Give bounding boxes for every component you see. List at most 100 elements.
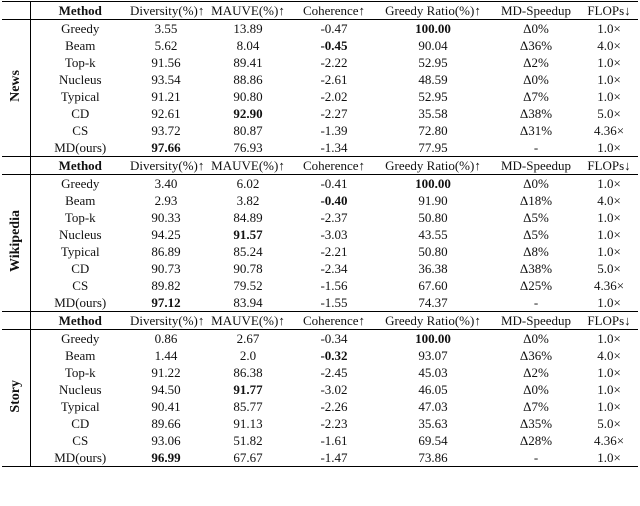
value-cell: 100.00	[415, 176, 451, 191]
value-cell: 50.80	[418, 244, 448, 259]
section-label-text: Story	[8, 379, 24, 413]
value-cell: 47.03	[418, 399, 448, 414]
data-row: Top-k 91.56 89.41 -2.22 52.95 Δ2% 1.0×	[2, 54, 638, 71]
value-cell: 100.00	[415, 331, 451, 346]
value-cell: 69.54	[418, 433, 448, 448]
header-cell: MD-Speedup	[492, 156, 580, 175]
section-label: Wikipedia	[2, 174, 31, 312]
method-cell: Top-k	[64, 55, 96, 70]
value-cell: -1.55	[320, 295, 348, 310]
method-cell: Nucleus	[58, 227, 102, 242]
header-cell: Greedy Ratio(%)↑	[374, 156, 492, 175]
data-row: Wikipedia Greedy 3.40 6.02 -0.41 100.00 Δ0% 1.0…	[2, 174, 638, 312]
data-row: Typical 90.41 85.77 -2.26 47.03 Δ7% 1.0×	[2, 398, 638, 415]
value-cell: -2.61	[320, 72, 348, 87]
value-cell: 2.67	[236, 331, 260, 346]
header-cell: Diversity(%)↑	[130, 311, 205, 330]
value-cell: 35.63	[418, 416, 448, 431]
value-cell: 91.22	[151, 365, 181, 380]
value-cell: 91.13	[233, 416, 263, 431]
value-cell: 93.72	[151, 123, 181, 138]
value-cell: 4.36×	[593, 433, 625, 448]
data-row: MD(ours) 97.66 76.93 -1.34 77.95 - 1.0×	[2, 139, 638, 157]
value-cell: 77.95	[418, 140, 448, 155]
header-cell: FLOPs↓	[580, 156, 638, 175]
value-cell: -1.39	[320, 123, 348, 138]
value-cell: 1.0×	[597, 382, 621, 397]
value-cell: Δ7%	[523, 399, 549, 414]
header-cell: Coherence↑	[294, 156, 374, 175]
header-cell: MD-Speedup	[492, 1, 580, 20]
value-cell: 1.0×	[597, 210, 621, 225]
value-cell: 88.86	[233, 72, 263, 87]
value-cell: 4.36×	[593, 278, 625, 293]
value-cell: 1.0×	[597, 227, 621, 242]
value-cell: Δ38%	[519, 106, 553, 121]
value-cell: 92.90	[233, 106, 263, 121]
value-cell: Δ0%	[523, 176, 549, 191]
results-table: Method Diversity(%)↑ MAUVE(%)↑ Coherence↑ Gr…	[2, 1, 638, 467]
method-cell: Beam	[65, 348, 96, 363]
value-cell: Δ8%	[523, 244, 549, 259]
value-cell: 1.0×	[597, 55, 621, 70]
value-cell: 94.25	[151, 227, 181, 242]
data-row: CD 92.61 92.90 -2.27 35.58 Δ38% 5.0×	[2, 105, 638, 122]
value-cell: 72.80	[418, 123, 448, 138]
data-row: News Greedy 3.55 13.89 -0.47 100.00 Δ0% 1.0×	[2, 19, 638, 157]
value-cell: 83.94	[233, 295, 263, 310]
value-cell: 3.55	[154, 21, 178, 36]
value-cell: 1.0×	[597, 140, 621, 155]
value-cell: 36.38	[418, 261, 448, 276]
value-cell: -2.37	[320, 210, 348, 225]
value-cell: 5.0×	[597, 416, 621, 431]
value-cell: 91.21	[151, 89, 181, 104]
value-cell: 5.0×	[597, 106, 621, 121]
value-cell: 4.36×	[593, 123, 625, 138]
value-cell: 1.0×	[597, 244, 621, 259]
value-cell: Δ5%	[523, 227, 549, 242]
value-cell: -2.23	[320, 416, 348, 431]
value-cell: 1.44	[154, 348, 178, 363]
value-cell: 73.86	[374, 449, 492, 467]
value-cell: 91.57	[233, 227, 263, 242]
value-cell: 92.61	[151, 106, 181, 121]
value-cell: 3.40	[154, 176, 178, 191]
header-cell: Coherence↑	[294, 1, 374, 20]
value-cell: Δ2%	[523, 55, 549, 70]
value-cell: 90.80	[233, 89, 263, 104]
value-cell: 1.0×	[597, 399, 621, 414]
value-cell: 76.93	[233, 140, 263, 155]
value-cell: -0.34	[320, 331, 348, 346]
value-cell: 79.52	[233, 278, 263, 293]
method-cell: Greedy	[61, 176, 100, 191]
value-cell: 1.0×	[597, 295, 621, 310]
data-row: MD(ours) 97.12 83.94 -1.55 74.37 - 1.0×	[2, 294, 638, 312]
method-cell: MD(ours)	[30, 449, 130, 467]
header-row: Method Diversity(%)↑ MAUVE(%)↑ Coherence↑ Gr…	[2, 156, 638, 175]
header-cell: MAUVE(%)↑	[202, 156, 294, 175]
corner-cell	[2, 1, 31, 20]
value-cell: -2.45	[320, 365, 348, 380]
value-cell: 35.58	[418, 106, 448, 121]
value-cell: -1.61	[320, 433, 348, 448]
value-cell: 90.41	[151, 399, 181, 414]
method-cell: Beam	[65, 193, 96, 208]
header-cell: FLOPs↓	[580, 1, 638, 20]
header-cell: MAUVE(%)↑	[202, 1, 294, 20]
value-cell: 6.02	[236, 176, 260, 191]
value-cell: -2.22	[320, 55, 348, 70]
value-cell: 1.0×	[597, 331, 621, 346]
header-cell: Coherence↑	[294, 311, 374, 330]
section-label: Story	[2, 329, 31, 467]
method-cell: CS	[72, 278, 89, 293]
value-cell: -0.32	[320, 348, 348, 363]
value-cell: 4.0×	[597, 193, 621, 208]
data-row: Typical 86.89 85.24 -2.21 50.80 Δ8% 1.0×	[2, 243, 638, 260]
method-cell: CS	[72, 123, 89, 138]
header-cell: Method	[30, 1, 130, 20]
value-cell: -	[492, 449, 580, 467]
value-cell: -3.03	[320, 227, 348, 242]
value-cell: 85.77	[233, 399, 263, 414]
value-cell: 52.95	[418, 89, 448, 104]
value-cell: -	[533, 295, 539, 310]
